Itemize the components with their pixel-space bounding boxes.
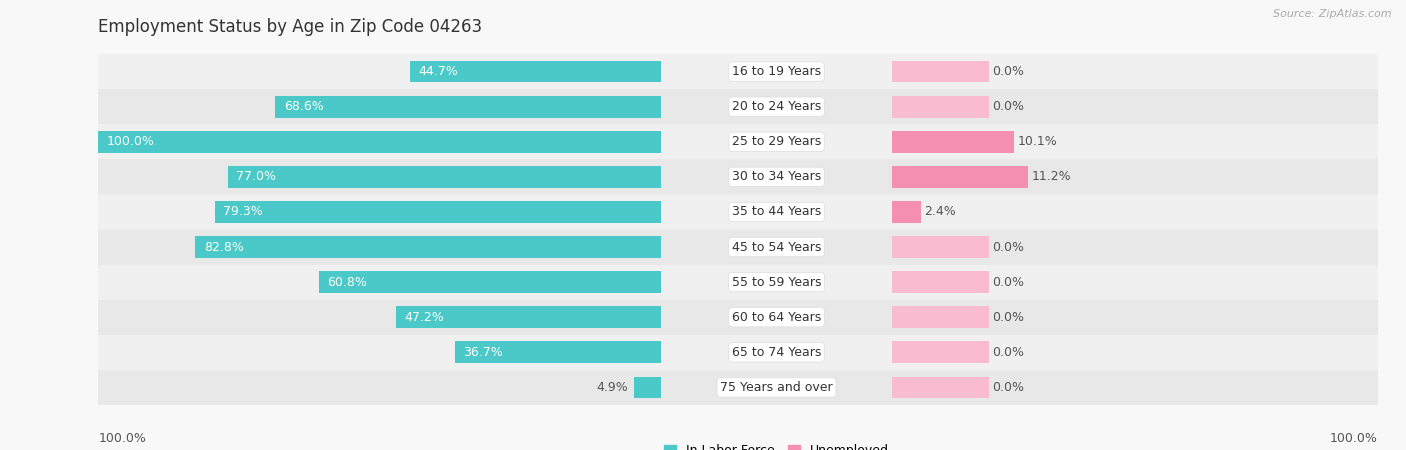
Text: 0.0%: 0.0% (993, 65, 1025, 78)
Bar (891, 166, 1028, 188)
Bar (891, 96, 988, 117)
Text: 44.7%: 44.7% (418, 65, 458, 78)
Bar (661, 230, 891, 265)
Bar (661, 124, 891, 159)
Bar (98, 89, 661, 124)
Text: 60.8%: 60.8% (328, 276, 367, 288)
Bar (891, 236, 988, 258)
Bar (661, 54, 891, 89)
Bar (891, 230, 1378, 265)
Bar (661, 300, 891, 335)
Bar (98, 335, 661, 370)
Text: 65 to 74 Years: 65 to 74 Years (733, 346, 821, 359)
Bar (98, 230, 661, 265)
Text: 79.3%: 79.3% (224, 206, 263, 218)
Bar (661, 265, 891, 300)
Text: 45 to 54 Years: 45 to 54 Years (733, 241, 821, 253)
Bar (228, 166, 661, 188)
Text: Source: ZipAtlas.com: Source: ZipAtlas.com (1274, 9, 1392, 19)
Text: 4.9%: 4.9% (596, 381, 628, 394)
Text: 0.0%: 0.0% (993, 241, 1025, 253)
Bar (891, 377, 988, 398)
Bar (98, 300, 661, 335)
Bar (891, 265, 1378, 300)
Bar (891, 61, 988, 82)
Bar (98, 124, 661, 159)
Bar (98, 131, 661, 153)
Bar (454, 342, 661, 363)
Bar (891, 342, 988, 363)
Bar (891, 300, 1378, 335)
Text: 0.0%: 0.0% (993, 381, 1025, 394)
Bar (98, 54, 661, 89)
Text: 100.0%: 100.0% (107, 135, 155, 148)
Bar (661, 194, 891, 230)
Text: 0.0%: 0.0% (993, 276, 1025, 288)
Text: 0.0%: 0.0% (993, 100, 1025, 113)
Bar (98, 265, 661, 300)
Bar (891, 124, 1378, 159)
Text: 68.6%: 68.6% (284, 100, 323, 113)
Bar (891, 335, 1378, 370)
Text: 0.0%: 0.0% (993, 311, 1025, 324)
Text: 100.0%: 100.0% (98, 432, 146, 445)
Text: 16 to 19 Years: 16 to 19 Years (733, 65, 821, 78)
Bar (98, 194, 661, 230)
Bar (891, 271, 988, 293)
Text: 35 to 44 Years: 35 to 44 Years (733, 206, 821, 218)
Bar (215, 201, 661, 223)
Text: 47.2%: 47.2% (404, 311, 444, 324)
Text: 10.1%: 10.1% (1018, 135, 1057, 148)
Bar (891, 201, 921, 223)
Text: 82.8%: 82.8% (204, 241, 243, 253)
Text: 2.4%: 2.4% (925, 206, 956, 218)
Bar (98, 370, 661, 405)
Text: 0.0%: 0.0% (993, 346, 1025, 359)
Text: 60 to 64 Years: 60 to 64 Years (733, 311, 821, 324)
Text: 77.0%: 77.0% (236, 171, 277, 183)
Bar (661, 370, 891, 405)
Text: 75 Years and over: 75 Years and over (720, 381, 832, 394)
Bar (98, 159, 661, 194)
Bar (634, 377, 661, 398)
Text: 30 to 34 Years: 30 to 34 Years (733, 171, 821, 183)
Legend: In Labor Force, Unemployed: In Labor Force, Unemployed (659, 439, 894, 450)
Bar (195, 236, 661, 258)
Text: 55 to 59 Years: 55 to 59 Years (731, 276, 821, 288)
Bar (891, 159, 1378, 194)
Text: 100.0%: 100.0% (1330, 432, 1378, 445)
Bar (409, 61, 661, 82)
Bar (276, 96, 661, 117)
Bar (395, 306, 661, 328)
Bar (319, 271, 661, 293)
Text: 20 to 24 Years: 20 to 24 Years (733, 100, 821, 113)
Text: 11.2%: 11.2% (1032, 171, 1071, 183)
Bar (891, 54, 1378, 89)
Bar (891, 306, 988, 328)
Bar (891, 194, 1378, 230)
Bar (891, 89, 1378, 124)
Text: Employment Status by Age in Zip Code 04263: Employment Status by Age in Zip Code 042… (98, 18, 482, 36)
Bar (891, 370, 1378, 405)
Bar (661, 89, 891, 124)
Text: 36.7%: 36.7% (463, 346, 503, 359)
Bar (891, 131, 1015, 153)
Bar (661, 335, 891, 370)
Bar (661, 159, 891, 194)
Text: 25 to 29 Years: 25 to 29 Years (733, 135, 821, 148)
